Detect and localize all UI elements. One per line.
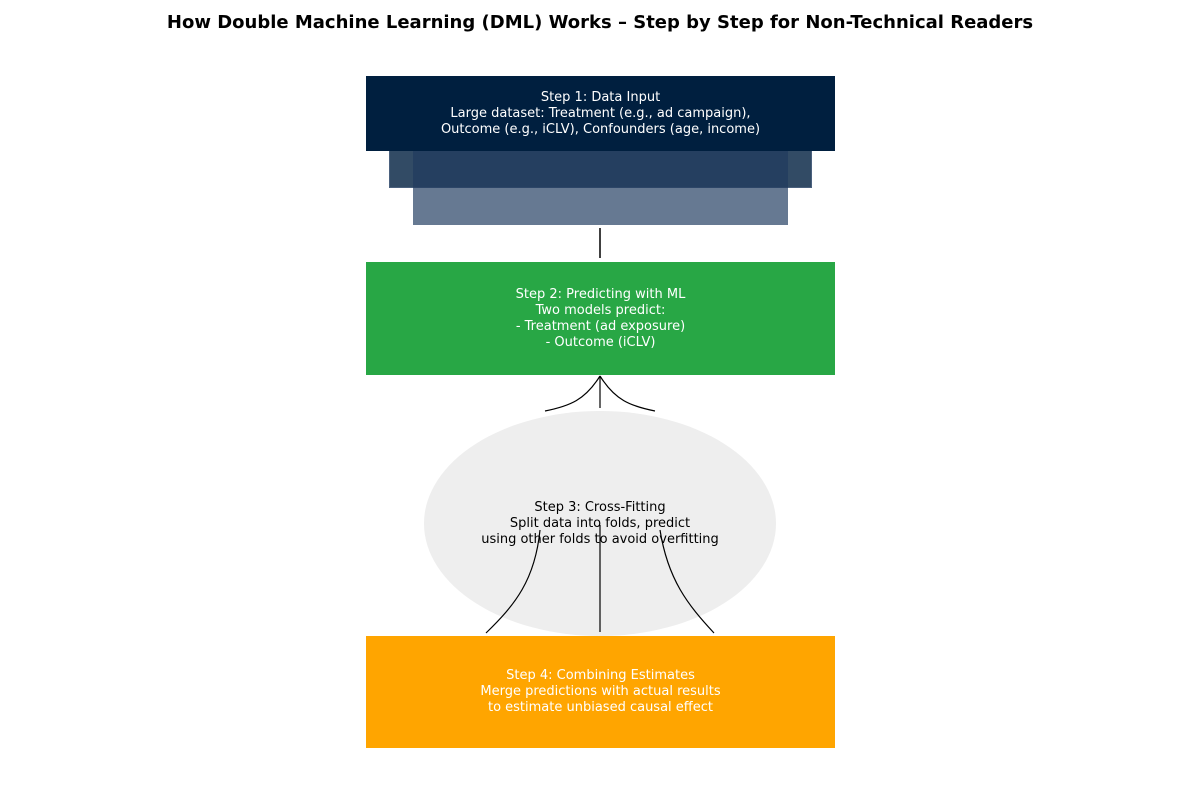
step-4-combining-box: Step 4: Combining Estimates Merge predic… bbox=[366, 636, 835, 748]
data-stack-layer-3 bbox=[413, 150, 788, 225]
connector-step2-step3-right bbox=[599, 375, 656, 412]
step-3-cross-fitting-ellipse: Step 3: Cross-Fitting Split data into fo… bbox=[424, 411, 776, 636]
step-1-data-input-box: Step 1: Data Input Large dataset: Treatm… bbox=[366, 76, 835, 151]
connector-step2-step3-left bbox=[544, 375, 601, 412]
step-2-predicting-box: Step 2: Predicting with ML Two models pr… bbox=[366, 262, 835, 375]
diagram-title: How Double Machine Learning (DML) Works … bbox=[166, 12, 1034, 33]
